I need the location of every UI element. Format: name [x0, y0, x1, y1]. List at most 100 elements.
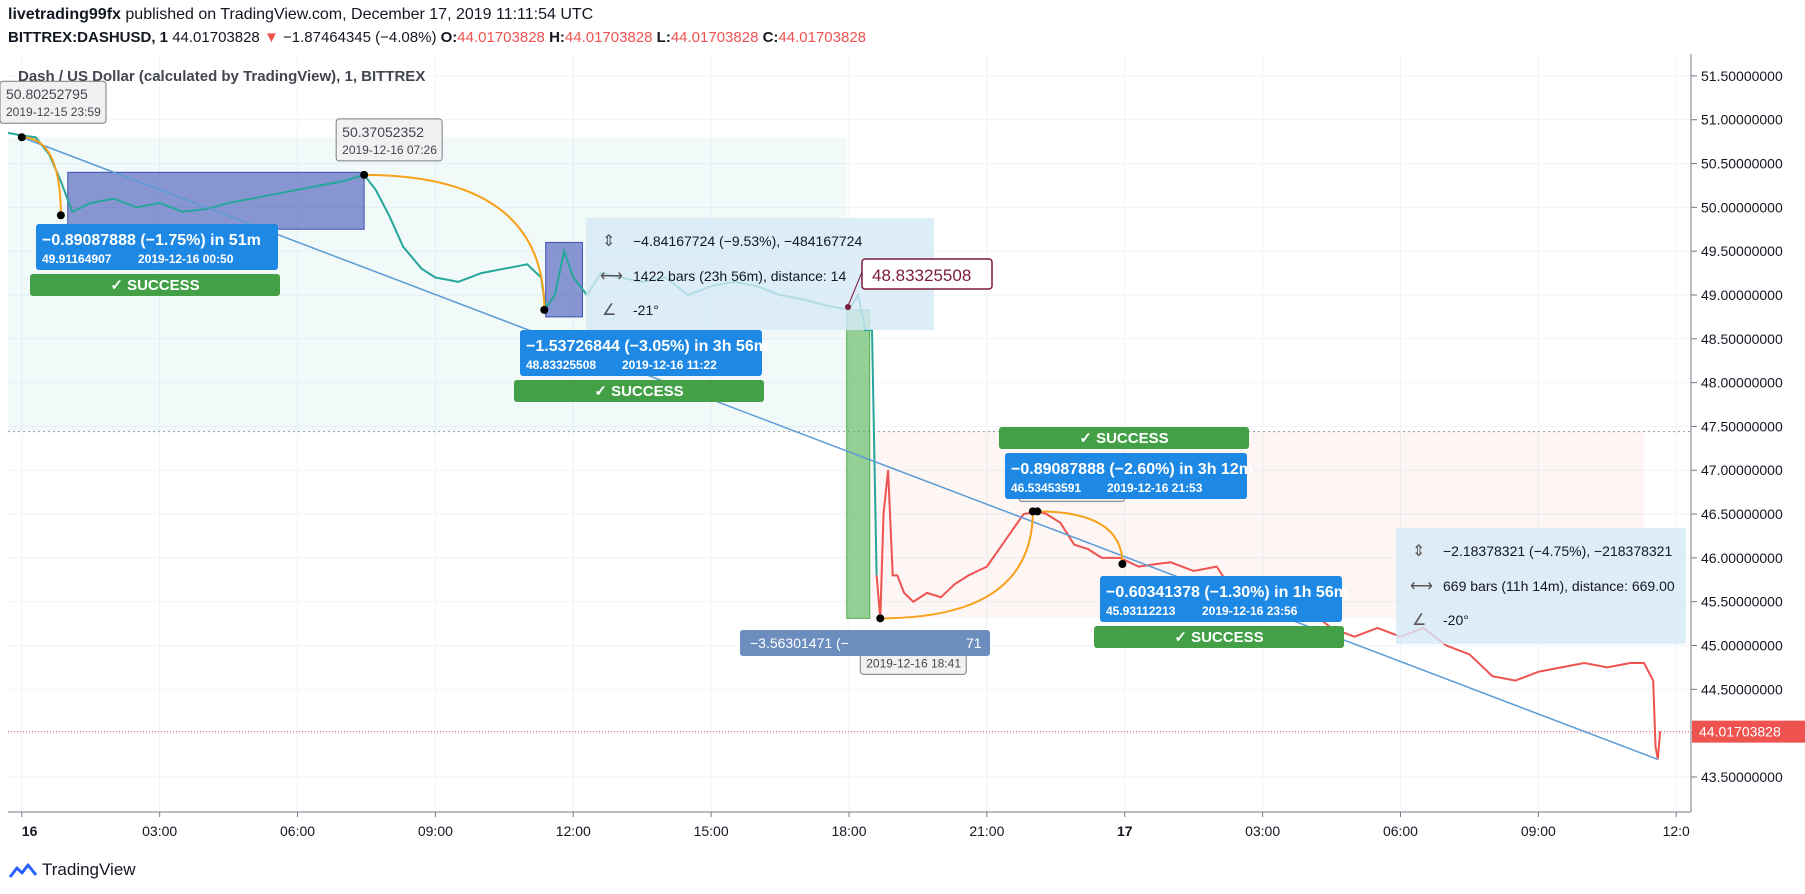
angle-icon: ∠: [1412, 612, 1426, 629]
success-badge: [1094, 626, 1344, 648]
last-price-tag-text: 44.01703828: [1699, 724, 1781, 740]
close-value: 44.01703828: [778, 29, 867, 46]
pattern-label-date: 2019-12-16 00:50: [138, 252, 234, 266]
arc-end-point: [56, 211, 65, 220]
success-text: ✓ SUCCESS: [110, 277, 199, 294]
pattern-label-box: [36, 224, 278, 270]
pattern-box: [846, 309, 871, 619]
price-chart[interactable]: 51.50000000 51.00000000 50.50000000 50.0000…: [0, 54, 1805, 850]
symbol: BITTREX:DASHUSD, 1: [8, 29, 169, 46]
y-tick-label: 46.50000000: [1701, 506, 1783, 522]
angle-icon: ∠: [602, 302, 616, 319]
measure-icons: ⇕ ⟷ ∠: [600, 233, 623, 319]
x-tick-label: 17: [1117, 823, 1133, 839]
x-tick-label: 21:00: [969, 823, 1004, 839]
y-tick-label: 45.50000000: [1701, 594, 1783, 610]
callout-dot: [845, 304, 851, 310]
pattern-label-price: 48.83325508: [526, 358, 596, 372]
publish-line: livetrading99fx published on TradingView…: [8, 6, 593, 24]
y-tick-label: 50.50000000: [1701, 156, 1783, 172]
measure-box: [1396, 528, 1686, 644]
x-tick-label: 12:0: [1663, 823, 1690, 839]
price-label-date: 2019-12-15 23:59: [6, 105, 101, 119]
pattern-label-box: [1005, 453, 1247, 499]
x-tick-label: 18:00: [831, 823, 866, 839]
high-label: H:: [549, 29, 565, 46]
success-text: ✓ SUCCESS: [1174, 629, 1263, 646]
pattern-label-text: −1.53726844 (−3.05%) in 3h 56m: [526, 338, 768, 355]
trend-line: [21, 136, 1659, 761]
y-tick-label: 50.00000000: [1701, 199, 1783, 215]
y-tick-label: 51.00000000: [1701, 112, 1783, 128]
x-tick-label: 03:00: [1245, 823, 1280, 839]
y-tick-label: 43.50000000: [1701, 769, 1783, 785]
bars-icon: ⟷: [600, 268, 623, 285]
price-label-value: 50.37052352: [342, 124, 424, 140]
pattern-box: [67, 171, 365, 230]
price-change: −1.87464345 (−4.08%): [282, 29, 437, 46]
arc-end-point: [1118, 560, 1127, 569]
close-label: C:: [762, 29, 779, 46]
arc-start-point: [17, 133, 26, 142]
pattern-label-price: 46.53453591: [1011, 481, 1081, 495]
pattern-label-text: −0.89087888 (−2.60%) in 3h 12m: [1011, 461, 1253, 478]
drop-label-right: 71: [966, 635, 982, 651]
y-tick-label: 48.00000000: [1701, 375, 1783, 391]
callout-box: [861, 258, 993, 290]
last-price: 44.01703828: [172, 29, 260, 46]
y-tick-label: 49.00000000: [1701, 287, 1783, 303]
y-tick-label: 49.50000000: [1701, 243, 1783, 259]
range-icon: ⇕: [1412, 543, 1425, 560]
pattern-label-box: [520, 330, 762, 376]
measure-range: −2.18378321 (−4.75%), −218378321: [1443, 543, 1672, 559]
drop-label-box: [740, 630, 990, 656]
range-icon: ⇕: [602, 233, 615, 250]
measure-range: −4.84167724 (−9.53%), −484167724: [633, 233, 862, 249]
price-line-down: [875, 470, 1662, 760]
pattern-label-text: −0.60341378 (−1.30%) in 1h 56m: [1106, 584, 1348, 601]
success-badge: [514, 380, 764, 402]
x-tick-label: 03:00: [142, 823, 177, 839]
bars-icon: ⟷: [1410, 578, 1433, 595]
projection-arc: [21, 136, 62, 216]
pattern-label-price: 49.91164907: [42, 252, 112, 266]
tradingview-logo-icon: [8, 863, 38, 878]
pattern-label-price: 45.93112213: [1106, 604, 1176, 618]
arc-start-point: [1033, 507, 1042, 516]
pattern-label-date: 2019-12-16 23:56: [1202, 604, 1298, 618]
x-tick-label: 06:00: [1383, 823, 1418, 839]
y-tick-label: 44.50000000: [1701, 681, 1783, 697]
author-name[interactable]: livetrading99fx: [8, 6, 121, 23]
price-label-box: [335, 118, 443, 162]
x-tick-label: 06:00: [280, 823, 315, 839]
success-badge: [999, 427, 1249, 449]
low-label: L:: [656, 29, 671, 46]
down-arrow-icon: ▼: [263, 29, 279, 46]
x-tick-label: 09:00: [1521, 823, 1556, 839]
chart-title: Dash / US Dollar (calculated by TradingV…: [18, 68, 426, 85]
brand[interactable]: TradingView: [8, 860, 136, 880]
price-label-date: 2019-12-16 07:26: [342, 143, 437, 157]
high-value: 44.01703828: [564, 29, 653, 46]
success-badge: [30, 274, 280, 296]
projection-arc: [1037, 510, 1124, 565]
open-label: O:: [440, 29, 458, 46]
open-value: 44.01703828: [457, 29, 545, 46]
callout-text: 48.83325508: [872, 266, 971, 285]
pattern-label-date: 2019-12-16 11:22: [622, 358, 717, 372]
last-price-tag: [1692, 720, 1805, 743]
success-text: ✓ SUCCESS: [1079, 430, 1168, 447]
projection-arc: [880, 511, 1034, 620]
callout-pointer: [847, 271, 863, 307]
brand-name: TradingView: [42, 860, 136, 879]
price-label-date: 2019-12-16 18:41: [866, 656, 961, 670]
ohlc-line: BITTREX:DASHUSD, 1 44.01703828 ▼ −1.8746…: [8, 29, 866, 46]
y-tick-label: 48.50000000: [1701, 331, 1783, 347]
arc-start-point: [876, 614, 885, 623]
measure-angle: -21°: [633, 302, 659, 318]
y-tick-label: 47.50000000: [1701, 418, 1783, 434]
arc-start-point: [360, 170, 369, 179]
price-label-value: 50.80252795: [6, 86, 88, 102]
x-tick-label: 16: [22, 823, 38, 839]
pattern-label-date: 2019-12-16 21:53: [1107, 481, 1203, 495]
